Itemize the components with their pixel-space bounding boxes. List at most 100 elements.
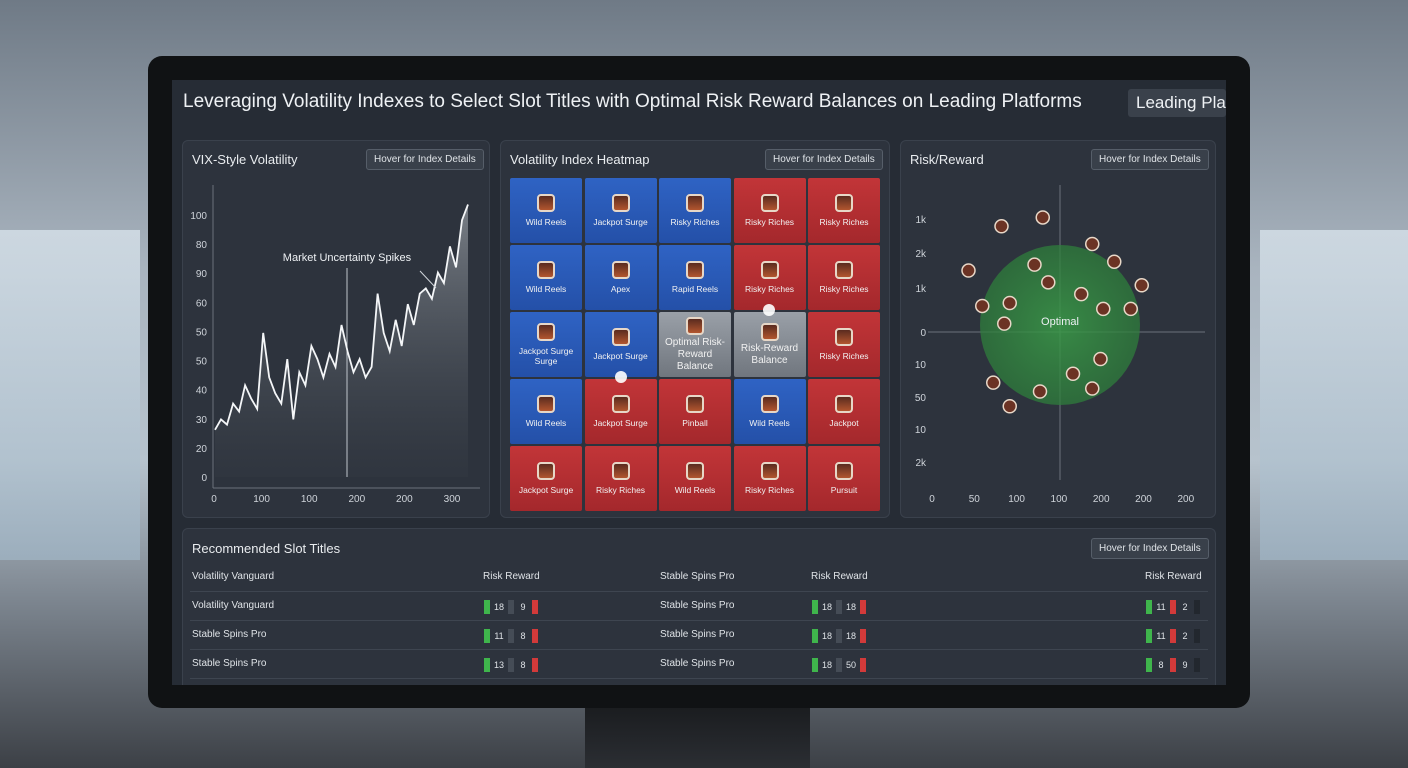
heatmap-cell[interactable]: Jackpot Surge bbox=[584, 178, 657, 243]
table: Volatility Vanguard Risk Reward Stable Spi… bbox=[182, 560, 1216, 685]
reward-bar bbox=[484, 628, 490, 643]
heatmap-cell[interactable]: Jackpot Surge bbox=[584, 312, 657, 377]
reward-bar bbox=[812, 657, 818, 672]
scatter-point bbox=[1035, 210, 1050, 225]
slot-icon bbox=[611, 260, 630, 279]
risk-bar bbox=[532, 628, 538, 643]
annotation: Market Uncertainty Spikes bbox=[283, 252, 412, 264]
heatmap-cell[interactable]: Risky Riches bbox=[733, 446, 806, 511]
slot-icon bbox=[686, 461, 704, 480]
cell-label: Optimal Risk-Reward Balance bbox=[664, 336, 725, 372]
panel-title: VIX-Style Volatility bbox=[192, 152, 298, 167]
cell-label: Risky Riches bbox=[670, 216, 720, 227]
slot-icon bbox=[537, 193, 555, 212]
slot-icon bbox=[537, 394, 555, 413]
heatmap-cell[interactable]: Wild Reels bbox=[510, 245, 582, 310]
dashboard-title: Leveraging Volatility Indexes to Select … bbox=[183, 91, 1082, 112]
score: 18 bbox=[493, 601, 504, 612]
heatmap-cell[interactable]: Risky Riches bbox=[808, 312, 880, 377]
x-tick-label: 100 bbox=[1008, 494, 1025, 505]
cell-label: Jackpot Surge Surge bbox=[518, 345, 574, 366]
heatmap-cell[interactable]: Wild Reels bbox=[733, 379, 806, 444]
y-tick-label: 0 bbox=[201, 473, 207, 484]
slot-icon bbox=[686, 316, 704, 335]
risk-bar bbox=[860, 628, 866, 643]
scatter-point bbox=[1096, 301, 1111, 317]
scatter-point bbox=[986, 375, 1001, 390]
score: 11 bbox=[1156, 630, 1166, 641]
heatmap-cell[interactable]: Optimal Risk-Reward Balance bbox=[659, 312, 731, 377]
heatmap-cell[interactable]: Rapid Reels bbox=[659, 245, 731, 310]
score: 11 bbox=[494, 630, 504, 641]
scatter-point bbox=[1085, 236, 1100, 252]
cell-label: Risky Riches bbox=[819, 216, 869, 227]
slot-icon bbox=[611, 394, 630, 413]
x-tick-label: 200 bbox=[1135, 494, 1152, 505]
heatmap-cell[interactable]: Wild Reels bbox=[659, 446, 731, 511]
cell-label: Jackpot bbox=[829, 417, 859, 428]
heatmap-cell[interactable]: Risky Riches bbox=[733, 245, 806, 310]
cell-label: Jackpot Surge bbox=[593, 216, 648, 227]
details-button[interactable]: Hover for Index Details bbox=[765, 149, 883, 170]
heatmap-cell[interactable]: Apex bbox=[584, 245, 657, 310]
scatter-point bbox=[1093, 351, 1108, 367]
heatmap-cell[interactable]: Risky Riches bbox=[808, 178, 880, 243]
heatmap-cell[interactable]: Risky Riches bbox=[659, 178, 731, 243]
scatter-point bbox=[1134, 278, 1149, 293]
heatmap-cell[interactable]: Wild Reels bbox=[510, 379, 582, 444]
neutral-bar bbox=[1170, 599, 1176, 614]
score: 13 bbox=[493, 659, 504, 670]
details-button[interactable]: Hover for Index Details bbox=[366, 149, 484, 170]
slot-icon bbox=[537, 461, 555, 480]
neutral-bar bbox=[1170, 628, 1176, 643]
heatmap-cell[interactable]: Jackpot bbox=[808, 379, 880, 444]
risk-bar bbox=[860, 599, 866, 614]
area bbox=[215, 204, 468, 477]
heatmap-cell[interactable]: Risky Riches bbox=[584, 446, 657, 511]
slot-icon bbox=[611, 327, 630, 346]
slot-icon bbox=[835, 461, 853, 480]
score: 9 bbox=[1182, 659, 1188, 670]
heatmap-cell[interactable]: Jackpot Surge Surge bbox=[510, 312, 582, 377]
y-tick-label: 80 bbox=[196, 240, 208, 251]
cell-label: Risk-Reward Balance bbox=[740, 342, 799, 366]
slot-icon bbox=[537, 322, 555, 341]
y-tick-label: 2k bbox=[915, 249, 927, 260]
heatmap-cell[interactable]: Jackpot Surge bbox=[510, 446, 582, 511]
scatter-point bbox=[1041, 275, 1056, 290]
y-tick-label: 20 bbox=[196, 444, 208, 455]
tab[interactable]: Leading Platforms bbox=[1128, 89, 1226, 117]
score: 2 bbox=[1182, 630, 1188, 641]
heatmap-cell[interactable]: Risky Riches bbox=[733, 178, 806, 243]
score: 9 bbox=[520, 601, 526, 612]
heatmap-cell[interactable]: Risk-Reward Balance bbox=[733, 312, 806, 377]
heatmap-cell[interactable]: Jackpot Surge bbox=[584, 379, 657, 444]
line bbox=[214, 204, 469, 431]
score: 8 bbox=[1158, 659, 1164, 670]
y-tick-label: 1k bbox=[915, 215, 927, 226]
cell-label: Wild Reels bbox=[525, 216, 567, 227]
cell-label: Risky Riches bbox=[744, 484, 795, 495]
slot-icon bbox=[760, 322, 779, 341]
heatmap-cell[interactable]: Risky Riches bbox=[808, 245, 880, 310]
heatmap-cell[interactable]: Pursuit bbox=[808, 446, 880, 511]
score-group: 18 18 bbox=[809, 627, 869, 645]
window bbox=[0, 230, 140, 560]
details-button[interactable]: Hover for Index Details bbox=[1091, 538, 1209, 559]
y-tick-label: 0 bbox=[920, 328, 926, 339]
score: 8 bbox=[520, 659, 526, 670]
x-tick-label: 200 bbox=[396, 494, 413, 505]
column-header: Risk Reward bbox=[811, 571, 868, 582]
x-tick-label: 300 bbox=[444, 494, 461, 505]
heatmap-cell[interactable]: Wild Reels bbox=[510, 178, 582, 243]
row-separator bbox=[190, 649, 1208, 650]
cell-label: Jackpot Surge bbox=[593, 417, 648, 428]
scatter-point bbox=[975, 298, 990, 314]
heatmap-cell[interactable]: Pinball bbox=[659, 379, 731, 444]
heatmap: Wild Reels Jackpot Surge Risky Riches Risky… bbox=[510, 178, 882, 512]
y-tick-label: 50 bbox=[196, 357, 208, 368]
panel-title: Volatility Index Heatmap bbox=[510, 152, 650, 167]
details-button[interactable]: Hover for Index Details bbox=[1091, 149, 1209, 170]
scatter-point bbox=[1002, 295, 1017, 311]
highlight-dot bbox=[615, 371, 627, 383]
